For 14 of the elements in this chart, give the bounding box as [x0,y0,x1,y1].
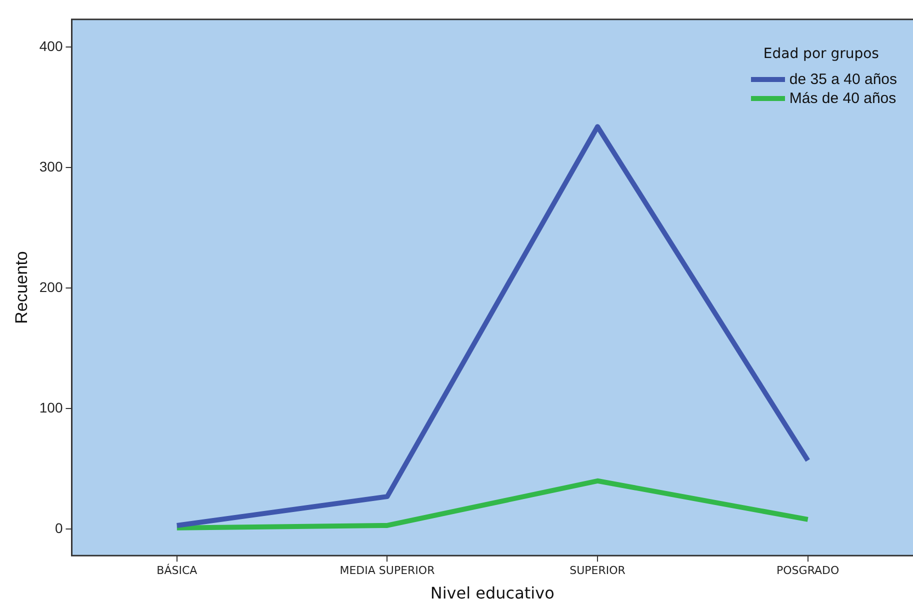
x-tick-label: POSGRADO [776,564,840,578]
legend-title: Edad por grupos [763,46,880,62]
x-tick-label: BÁSICA [156,563,198,578]
y-tick-label: 0 [54,520,63,536]
legend-label: Más de 40 años [789,90,896,107]
y-tick-label: 400 [39,38,63,54]
x-axis-title: Nivel educativo [430,584,554,603]
y-tick-label: 200 [39,278,63,295]
y-axis-title: Recuento [12,251,31,324]
y-tick-label: 300 [39,158,63,174]
y-tick-label: 100 [39,399,63,416]
legend-label: de 35 a 40 años [789,71,897,88]
x-tick-label: MEDIA SUPERIOR [340,564,436,578]
x-tick-label: SUPERIOR [570,564,626,578]
